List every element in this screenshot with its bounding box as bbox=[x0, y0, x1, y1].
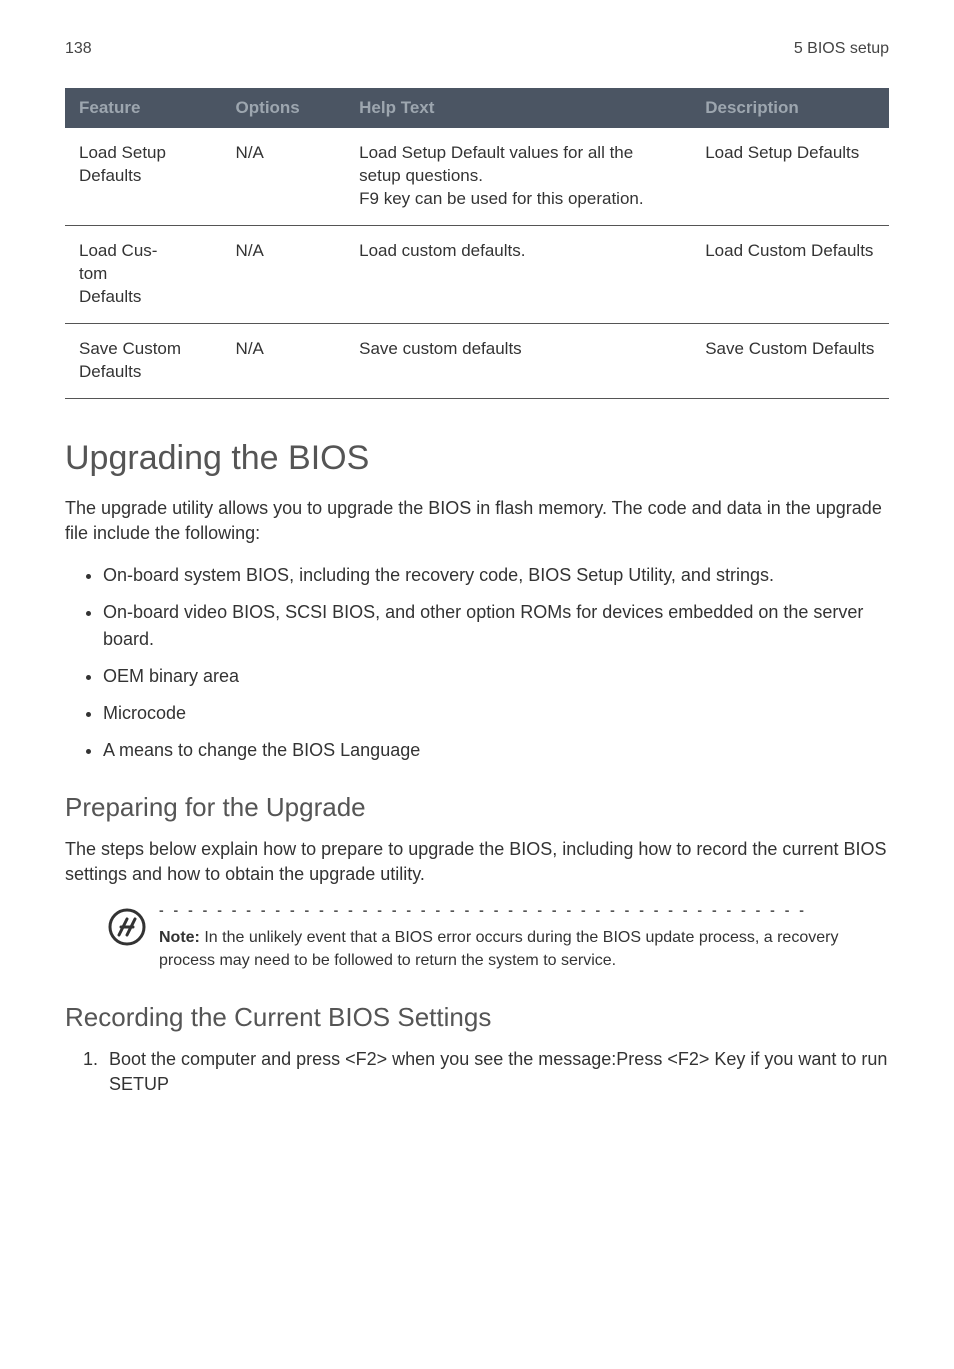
table-row: Load Setup Defaults N/A Load Setup Defau… bbox=[65, 128, 889, 225]
td-feature: Load Setup Defaults bbox=[65, 128, 222, 225]
bios-feature-table: Feature Options Help Text Description Lo… bbox=[65, 88, 889, 399]
note-text: Note: In the unlikely event that a BIOS … bbox=[159, 927, 889, 972]
td-feature: Load Cus-tomDefaults bbox=[65, 225, 222, 323]
list-item: A means to change the BIOS Language bbox=[103, 737, 889, 764]
recording-steps: Boot the computer and press <F2> when yo… bbox=[65, 1047, 889, 1097]
td-options: N/A bbox=[222, 128, 346, 225]
note-icon bbox=[107, 907, 147, 952]
td-feature: Save Custom Defaults bbox=[65, 323, 222, 398]
section-title: Upgrading the BIOS bbox=[65, 439, 889, 478]
list-item: On-board video BIOS, SCSI BIOS, and othe… bbox=[103, 599, 889, 653]
td-help: Save custom defaults bbox=[345, 323, 691, 398]
td-help: Load custom defaults. bbox=[345, 225, 691, 323]
td-description: Load Custom Defaults bbox=[691, 225, 889, 323]
table-header-row: Feature Options Help Text Description bbox=[65, 88, 889, 128]
list-item: Boot the computer and press <F2> when yo… bbox=[103, 1047, 889, 1097]
page-number: 138 bbox=[65, 40, 92, 58]
page: 138 5 BIOS setup Feature Options Help Te… bbox=[0, 0, 954, 1137]
section-intro: The upgrade utility allows you to upgrad… bbox=[65, 496, 889, 546]
list-item: OEM binary area bbox=[103, 663, 889, 690]
section-bullets: On-board system BIOS, including the reco… bbox=[65, 562, 889, 764]
th-description: Description bbox=[691, 88, 889, 128]
td-description: Load Setup Defaults bbox=[691, 128, 889, 225]
td-options: N/A bbox=[222, 225, 346, 323]
note-body: In the unlikely event that a BIOS error … bbox=[159, 929, 838, 968]
th-feature: Feature bbox=[65, 88, 222, 128]
subhead-preparing: Preparing for the Upgrade bbox=[65, 792, 889, 823]
list-item: On-board system BIOS, including the reco… bbox=[103, 562, 889, 589]
td-options: N/A bbox=[222, 323, 346, 398]
subhead-recording: Recording the Current BIOS Settings bbox=[65, 1002, 889, 1033]
note-label: Note: bbox=[159, 929, 200, 946]
table-row: Load Cus-tomDefaults N/A Load custom def… bbox=[65, 225, 889, 323]
chapter-label: 5 BIOS setup bbox=[794, 40, 889, 58]
th-options: Options bbox=[222, 88, 346, 128]
td-description: Save Custom Defaults bbox=[691, 323, 889, 398]
list-item: Microcode bbox=[103, 700, 889, 727]
td-help: Load Setup Default values for all the se… bbox=[345, 128, 691, 225]
note-text-column: - - - - - - - - - - - - - - - - - - - - … bbox=[159, 903, 889, 972]
th-help: Help Text bbox=[345, 88, 691, 128]
note-dashes: - - - - - - - - - - - - - - - - - - - - … bbox=[159, 903, 889, 917]
note-block: - - - - - - - - - - - - - - - - - - - - … bbox=[107, 903, 889, 972]
preparing-text: The steps below explain how to prepare t… bbox=[65, 837, 889, 887]
table-row: Save Custom Defaults N/A Save custom def… bbox=[65, 323, 889, 398]
page-header: 138 5 BIOS setup bbox=[65, 40, 889, 58]
